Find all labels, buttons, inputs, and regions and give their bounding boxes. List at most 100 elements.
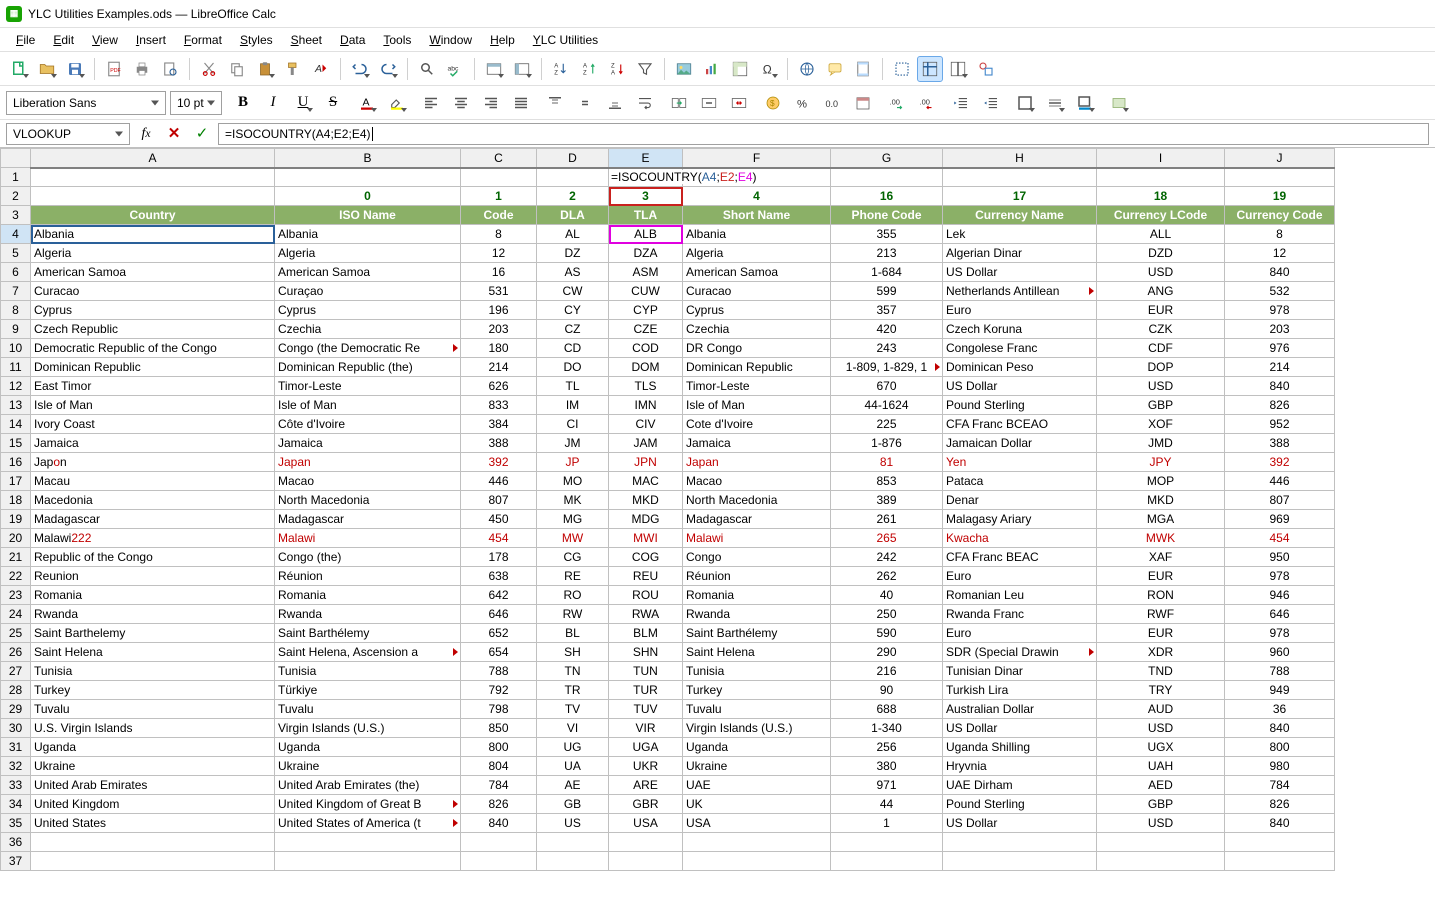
row-header-32[interactable]: 32	[1, 757, 31, 776]
cell-F26[interactable]: Saint Helena	[683, 643, 831, 662]
row-header-12[interactable]: 12	[1, 377, 31, 396]
cell-D17[interactable]: MO	[537, 472, 609, 491]
sort-button[interactable]: AZ	[548, 56, 574, 82]
cell-J8[interactable]: 978	[1225, 301, 1335, 320]
cell-J14[interactable]: 952	[1225, 415, 1335, 434]
cell-D28[interactable]: TR	[537, 681, 609, 700]
cell-H13[interactable]: Pound Sterling	[943, 396, 1097, 415]
cell-C20[interactable]: 454	[461, 529, 537, 548]
cell-E34[interactable]: GBR	[609, 795, 683, 814]
cell-H34[interactable]: Pound Sterling	[943, 795, 1097, 814]
cell-G30[interactable]: 1-340	[831, 719, 943, 738]
cell-E5[interactable]: DZA	[609, 244, 683, 263]
cell-H36[interactable]	[943, 833, 1097, 852]
cell-H33[interactable]: UAE Dirham	[943, 776, 1097, 795]
cell-J6[interactable]: 840	[1225, 263, 1335, 282]
cell-G35[interactable]: 1	[831, 814, 943, 833]
cell-B29[interactable]: Tuvalu	[275, 700, 461, 719]
cell-J32[interactable]: 980	[1225, 757, 1335, 776]
cell-F28[interactable]: Turkey	[683, 681, 831, 700]
cell-J29[interactable]: 36	[1225, 700, 1335, 719]
cell-H2[interactable]: 17	[943, 187, 1097, 206]
header-tla[interactable]: TLA	[609, 206, 683, 225]
cell-G10[interactable]: 243	[831, 339, 943, 358]
cell-F27[interactable]: Tunisia	[683, 662, 831, 681]
row-header-11[interactable]: 11	[1, 358, 31, 377]
cell-A37[interactable]	[31, 852, 275, 871]
cell-F34[interactable]: UK	[683, 795, 831, 814]
cell-F35[interactable]: USA	[683, 814, 831, 833]
row-header-13[interactable]: 13	[1, 396, 31, 415]
increase-indent-button[interactable]	[948, 90, 974, 116]
cell-G5[interactable]: 213	[831, 244, 943, 263]
cell-A33[interactable]: United Arab Emirates	[31, 776, 275, 795]
cell-G7[interactable]: 599	[831, 282, 943, 301]
cut-button[interactable]	[196, 56, 222, 82]
cell-H20[interactable]: Kwacha	[943, 529, 1097, 548]
cell-E19[interactable]: MDG	[609, 510, 683, 529]
row-header-7[interactable]: 7	[1, 282, 31, 301]
cell-E30[interactable]: VIR	[609, 719, 683, 738]
new-doc-button[interactable]	[6, 56, 32, 82]
cell-J31[interactable]: 800	[1225, 738, 1335, 757]
cell-I32[interactable]: UAH	[1097, 757, 1225, 776]
cell-C16[interactable]: 392	[461, 453, 537, 472]
cell-H23[interactable]: Romanian Leu	[943, 586, 1097, 605]
cell-D1[interactable]	[537, 168, 609, 187]
cell-G8[interactable]: 357	[831, 301, 943, 320]
cell-F33[interactable]: UAE	[683, 776, 831, 795]
cell-F19[interactable]: Madagascar	[683, 510, 831, 529]
row-header-29[interactable]: 29	[1, 700, 31, 719]
cell-E26[interactable]: SHN	[609, 643, 683, 662]
align-right-button[interactable]	[478, 90, 504, 116]
cell-B37[interactable]	[275, 852, 461, 871]
cell-A6[interactable]: American Samoa	[31, 263, 275, 282]
cell-H8[interactable]: Euro	[943, 301, 1097, 320]
cell-H28[interactable]: Turkish Lira	[943, 681, 1097, 700]
cell-G12[interactable]: 670	[831, 377, 943, 396]
cell-D31[interactable]: UG	[537, 738, 609, 757]
cell-C32[interactable]: 804	[461, 757, 537, 776]
cell-A34[interactable]: United Kingdom	[31, 795, 275, 814]
cell-D22[interactable]: RE	[537, 567, 609, 586]
cell-D6[interactable]: AS	[537, 263, 609, 282]
cell-I17[interactable]: MOP	[1097, 472, 1225, 491]
cell-B1[interactable]	[275, 168, 461, 187]
cell-C27[interactable]: 788	[461, 662, 537, 681]
cell-D21[interactable]: CG	[537, 548, 609, 567]
cell-D20[interactable]: MW	[537, 529, 609, 548]
cell-B13[interactable]: Isle of Man	[275, 396, 461, 415]
percent-button[interactable]: %	[790, 90, 816, 116]
cell-D11[interactable]: DO	[537, 358, 609, 377]
cell-E33[interactable]: ARE	[609, 776, 683, 795]
paste-button[interactable]	[252, 56, 278, 82]
cell-B24[interactable]: Rwanda	[275, 605, 461, 624]
cell-F14[interactable]: Cote d'Ivoire	[683, 415, 831, 434]
cell-G21[interactable]: 242	[831, 548, 943, 567]
cell-G14[interactable]: 225	[831, 415, 943, 434]
cell-B8[interactable]: Cyprus	[275, 301, 461, 320]
save-button[interactable]	[62, 56, 88, 82]
cell-C33[interactable]: 784	[461, 776, 537, 795]
cell-E11[interactable]: DOM	[609, 358, 683, 377]
border-color-button[interactable]	[1072, 90, 1098, 116]
cell-G22[interactable]: 262	[831, 567, 943, 586]
cell-C11[interactable]: 214	[461, 358, 537, 377]
cell-J5[interactable]: 12	[1225, 244, 1335, 263]
cell-F21[interactable]: Congo	[683, 548, 831, 567]
cell-I5[interactable]: DZD	[1097, 244, 1225, 263]
select-all-corner[interactable]	[1, 149, 31, 168]
cell-G28[interactable]: 90	[831, 681, 943, 700]
cell-C19[interactable]: 450	[461, 510, 537, 529]
cell-D10[interactable]: CD	[537, 339, 609, 358]
cell-G6[interactable]: 1-684	[831, 263, 943, 282]
cell-A11[interactable]: Dominican Republic	[31, 358, 275, 377]
comment-button[interactable]	[822, 56, 848, 82]
row-header-6[interactable]: 6	[1, 263, 31, 282]
cancel-button[interactable]: ✕	[162, 123, 186, 145]
row-header-8[interactable]: 8	[1, 301, 31, 320]
export-pdf-button[interactable]: PDF	[101, 56, 127, 82]
row-header-17[interactable]: 17	[1, 472, 31, 491]
row-header-18[interactable]: 18	[1, 491, 31, 510]
cell-J33[interactable]: 784	[1225, 776, 1335, 795]
